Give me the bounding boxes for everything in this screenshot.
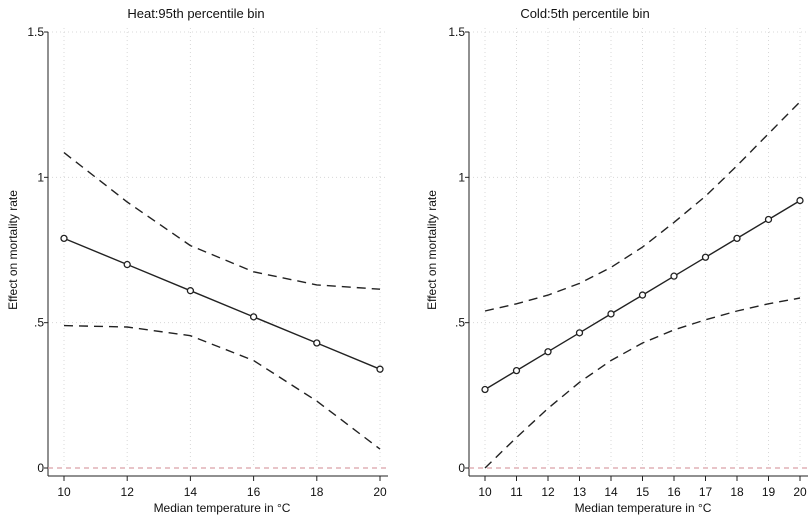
cold-chart-title: Cold:5th percentile bin — [520, 6, 649, 21]
cold-estimate-point — [575, 329, 584, 337]
cold-x-tick-label: 18 — [730, 485, 744, 499]
heat-panel: Heat:95th percentile bin Median temperat… — [6, 6, 388, 515]
heat-y-tick-label: 1 — [37, 170, 44, 184]
cold-x-tick-label: 14 — [604, 485, 618, 499]
heat-x-tick-label: 14 — [184, 485, 198, 499]
cold-lower-ci-line — [484, 297, 801, 469]
cold-estimate-point — [670, 272, 678, 280]
heat-lower-ci-line — [63, 324, 381, 450]
cold-y-axis-label: Effect on mortality rate — [425, 190, 439, 310]
cold-x-tick-label: 19 — [762, 485, 776, 499]
cold-y-tick-label: .5 — [455, 316, 465, 330]
heat-estimate-point — [186, 287, 195, 295]
heat-y-tick-label: 1.5 — [27, 25, 44, 39]
cold-x-tick-label: 10 — [478, 485, 492, 499]
cold-x-tick-label: 11 — [510, 485, 523, 499]
cold-estimate-point — [512, 366, 521, 375]
cold-x-tick-label: 15 — [636, 485, 650, 499]
heat-estimate-point — [313, 339, 321, 347]
heat-x-tick-label: 20 — [373, 485, 387, 499]
cold-estimate-point — [733, 234, 741, 243]
cold-y-tick-label: 0 — [458, 461, 465, 475]
heat-estimate-point — [249, 313, 258, 321]
heat-y-tick-label: 0 — [37, 461, 44, 475]
heat-plot-area: 0 .5 1 1.5 10 12 14 16 18 20 — [27, 25, 388, 499]
cold-x-tick-label: 12 — [541, 485, 555, 499]
cold-y-tick-label: 1 — [458, 170, 465, 184]
cold-x-tick-label: 17 — [699, 485, 713, 499]
heat-x-tick-label: 16 — [247, 485, 261, 499]
heat-estimate-point — [376, 365, 384, 373]
cold-upper-ci-line — [484, 101, 801, 312]
cold-y-tick-label: 1.5 — [448, 25, 465, 39]
cold-panel: Cold:5th percentile bin Median temperatu… — [425, 6, 808, 515]
cold-estimate-point — [701, 253, 710, 261]
heat-estimate-point — [123, 260, 131, 269]
heat-y-tick-label: .5 — [34, 316, 44, 330]
cold-estimate-point — [638, 291, 647, 299]
heat-x-tick-label: 18 — [310, 485, 324, 499]
cold-estimate-point — [481, 385, 489, 394]
cold-estimate-point — [544, 348, 552, 356]
heat-estimate-point — [60, 234, 68, 243]
cold-x-tick-label: 20 — [793, 485, 807, 499]
cold-estimate-point — [607, 310, 615, 318]
heat-x-tick-label: 12 — [121, 485, 135, 499]
cold-x-tick-label: 13 — [573, 485, 587, 499]
heat-estimate-line — [63, 237, 381, 370]
heat-x-axis-label: Median temperature in °C — [154, 501, 291, 515]
heat-y-axis-label: Effect on mortality rate — [6, 190, 20, 310]
heat-chart-title: Heat:95th percentile bin — [127, 6, 264, 21]
heat-upper-ci-line — [63, 152, 381, 290]
cold-plot-area: 0 .5 1 1.5 10 11 12 13 14 15 16 17 18 19 20 — [448, 25, 808, 499]
cold-estimate-point — [796, 196, 804, 205]
cold-estimate-point — [764, 215, 773, 224]
cold-x-tick-label: 16 — [667, 485, 681, 499]
heat-x-tick-label: 10 — [57, 485, 71, 499]
cold-x-axis-label: Median temperature in °C — [575, 501, 712, 515]
